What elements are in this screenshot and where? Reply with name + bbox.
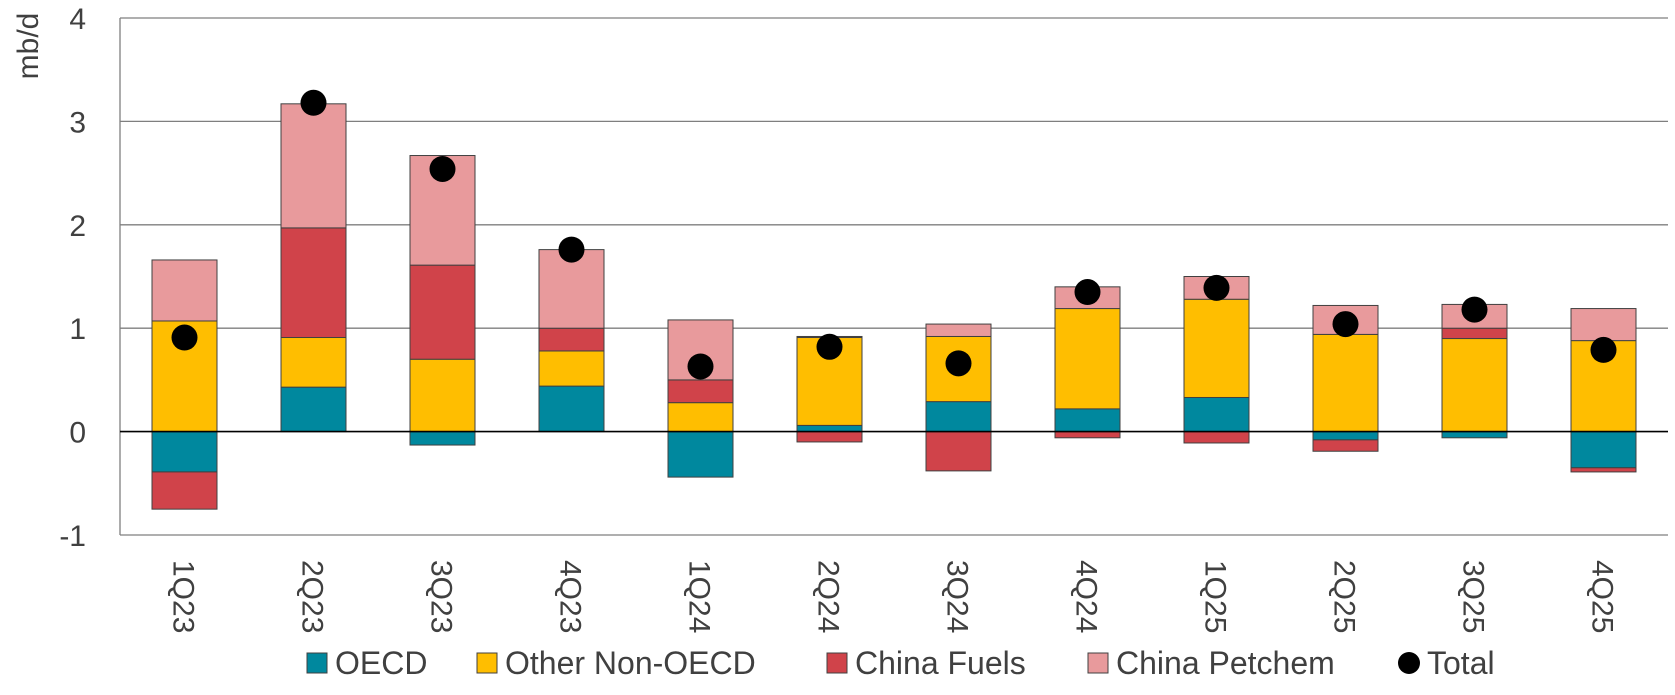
bar-oecd-1q25	[1183, 396, 1250, 433]
bar-oecd-4q24	[1054, 408, 1121, 433]
bar-china-fuels-1q25	[1183, 431, 1250, 444]
grid-lines	[119, 17, 1668, 536]
bar-oecd-3q23	[409, 431, 476, 446]
y-tick-label: 3	[69, 106, 86, 139]
bar-oecd-3q25	[1441, 431, 1508, 439]
bar-other-non-oecd-1q24	[667, 402, 734, 433]
bar-china-fuels-4q23	[538, 327, 605, 352]
bar-china-fuels-3q23	[409, 264, 476, 360]
total-markers	[171, 89, 1617, 380]
x-tick-label: 2Q25	[1328, 560, 1361, 633]
bar-other-non-oecd-4q23	[538, 350, 605, 387]
legend-swatch	[1087, 652, 1109, 674]
legend: OECD Other Non-OECD China Fuels China Petch…	[306, 645, 1495, 681]
bar-china-fuels-1q23	[151, 471, 218, 510]
x-tick-label: 2Q23	[296, 560, 329, 633]
bar-china-fuels-4q25	[1570, 467, 1637, 473]
total-marker-1q24	[687, 353, 714, 380]
bar-oecd-4q23	[538, 385, 605, 433]
bar-oecd-2q25	[1312, 431, 1379, 441]
bar-china-fuels-3q25	[1441, 327, 1508, 340]
legend-label: OECD	[335, 645, 427, 681]
y-tick-label: -1	[59, 520, 86, 553]
bar-oecd-3q24	[925, 401, 992, 433]
total-marker-4q23	[558, 236, 585, 263]
x-tick-label: 1Q23	[167, 560, 200, 633]
x-tick-label: 4Q25	[1586, 560, 1619, 633]
legend-swatch	[826, 652, 848, 674]
total-marker-4q25	[1590, 336, 1617, 363]
x-tick-label: 2Q24	[812, 560, 845, 633]
bar-china-fuels-1q24	[667, 379, 734, 404]
bar-china-fuels-2q25	[1312, 439, 1379, 452]
legend-item-china-petchem: China Petchem	[1087, 645, 1335, 681]
bar-china-petchem-4q23	[538, 249, 605, 329]
x-tick-label: 3Q23	[425, 560, 458, 633]
total-marker-3q23	[429, 155, 456, 182]
bar-oecd-4q25	[1570, 431, 1637, 469]
legend-item-other-non-oecd: Other Non-OECD	[476, 645, 756, 681]
y-tick-labels: -1 0 1 2 3 4	[59, 3, 86, 553]
legend-swatch	[476, 652, 498, 674]
bar-china-fuels-4q24	[1054, 431, 1121, 439]
x-tick-labels: 1Q23 2Q23 3Q23 4Q23 1Q24 2Q24 3Q24 4Q24 1Q25 2Q25…	[167, 560, 1619, 633]
x-tick-label: 3Q24	[941, 560, 974, 633]
total-marker-2q23	[300, 89, 327, 116]
bar-oecd-2q23	[280, 386, 347, 433]
y-tick-label: 0	[69, 417, 86, 450]
bar-china-petchem-1q23	[151, 259, 218, 322]
y-tick-label: 4	[69, 3, 86, 36]
bar-other-non-oecd-1q25	[1183, 298, 1250, 398]
bar-china-petchem-3q24	[925, 323, 992, 337]
bar-oecd-1q24	[667, 431, 734, 478]
x-tick-label: 4Q24	[1070, 560, 1103, 633]
x-tick-label: 3Q25	[1457, 560, 1490, 633]
y-tick-label: 2	[69, 210, 86, 243]
x-tick-label: 1Q24	[683, 560, 716, 633]
total-marker-4q24	[1074, 279, 1101, 306]
x-tick-label: 1Q25	[1199, 560, 1232, 633]
legend-item-oecd: OECD	[306, 645, 427, 681]
bar-china-fuels-3q24	[925, 431, 992, 472]
bar-china-fuels-2q24	[796, 431, 863, 443]
bar-other-non-oecd-3q25	[1441, 338, 1508, 433]
bars	[151, 103, 1637, 510]
total-marker-3q25	[1461, 296, 1488, 323]
legend-label: China Fuels	[855, 645, 1026, 681]
bar-other-non-oecd-3q23	[409, 358, 476, 433]
y-axis-title: mb/d	[12, 13, 45, 80]
bar-other-non-oecd-4q24	[1054, 308, 1121, 410]
total-marker-1q25	[1203, 274, 1230, 301]
total-marker-3q24	[945, 350, 972, 377]
legend-item-china-fuels: China Fuels	[826, 645, 1026, 681]
bar-china-fuels-2q23	[280, 227, 347, 339]
legend-swatch	[306, 652, 328, 674]
legend-label: Total	[1427, 645, 1495, 681]
legend-swatch	[1398, 652, 1420, 674]
legend-label: Other Non-OECD	[505, 645, 756, 681]
bar-oecd-2q24	[796, 424, 863, 433]
total-marker-2q24	[816, 333, 843, 360]
bar-other-non-oecd-2q25	[1312, 333, 1379, 433]
bar-china-petchem-4q25	[1570, 308, 1637, 342]
total-marker-2q25	[1332, 311, 1359, 338]
y-tick-label: 1	[69, 313, 86, 346]
legend-label: China Petchem	[1116, 645, 1335, 681]
bar-china-petchem-2q23	[280, 103, 347, 229]
bar-oecd-1q23	[151, 431, 218, 473]
bar-other-non-oecd-2q23	[280, 337, 347, 388]
total-marker-1q23	[171, 324, 198, 351]
legend-item-total: Total	[1398, 645, 1495, 681]
x-tick-label: 4Q23	[554, 560, 587, 633]
